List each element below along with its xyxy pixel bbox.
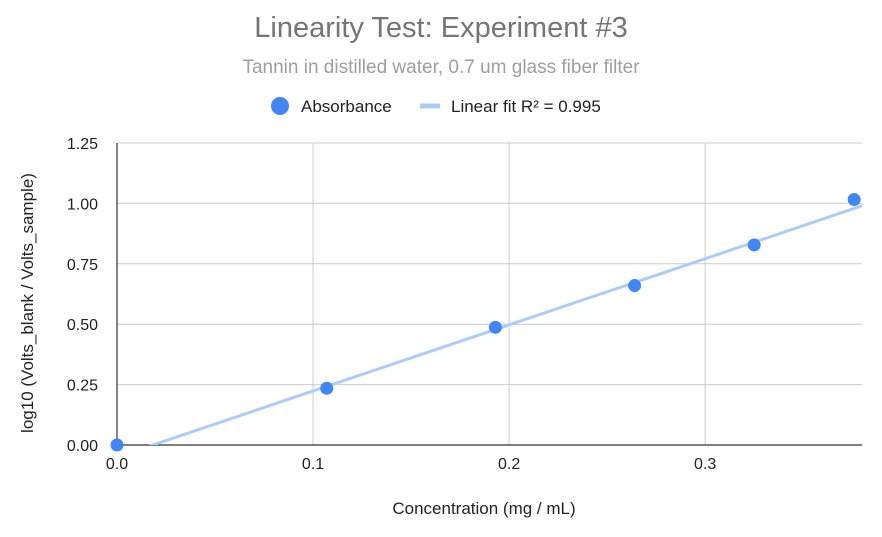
data-point [320, 381, 334, 395]
gridlines [117, 142, 862, 445]
data-point [847, 193, 861, 207]
axes [116, 143, 862, 446]
series-layer [110, 193, 862, 452]
x-tick-label: 0.3 [694, 456, 716, 473]
legend-marker-absorbance [271, 97, 289, 115]
legend: Absorbance Linear fit R² = 0.995 [271, 97, 601, 116]
data-point [747, 238, 761, 252]
y-tick-label: 0.25 [67, 378, 98, 395]
chart-title: Linearity Test: Experiment #3 [254, 12, 628, 44]
y-tick-label: 0.50 [67, 317, 98, 334]
legend-label-linear-fit: Linear fit R² = 0.995 [451, 97, 601, 116]
y-tick-label: 1.00 [67, 196, 98, 213]
data-point [628, 279, 642, 293]
tick-labels: 0.00 0.25 0.50 0.75 1.00 1.25 0.0 0.1 0.2 0.3 [67, 136, 717, 473]
x-axis-label: Concentration (mg / mL) [392, 499, 575, 518]
legend-label-absorbance: Absorbance [301, 97, 392, 116]
x-tick-label: 0.0 [106, 456, 128, 473]
y-tick-label: 0.75 [67, 257, 98, 274]
x-tick-label: 0.1 [302, 456, 324, 473]
y-axis-label: log10 (Volts_blank / Volts_sample) [18, 173, 37, 433]
data-point [488, 320, 502, 334]
x-tick-label: 0.2 [498, 456, 520, 473]
linear-fit-line [148, 204, 862, 445]
y-tick-label: 1.25 [67, 136, 98, 153]
data-point [110, 438, 124, 452]
chart-subtitle: Tannin in distilled water, 0.7 um glass … [242, 57, 640, 78]
y-tick-label: 0.00 [67, 438, 98, 455]
